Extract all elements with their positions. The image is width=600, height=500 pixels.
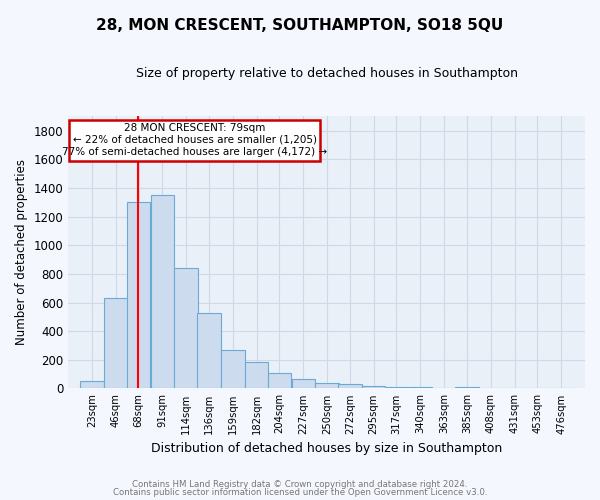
Bar — [385, 387, 408, 388]
Bar — [292, 379, 315, 388]
X-axis label: Distribution of detached houses by size in Southampton: Distribution of detached houses by size … — [151, 442, 502, 455]
Text: 77% of semi-detached houses are larger (4,172) →: 77% of semi-detached houses are larger (… — [62, 147, 328, 157]
Text: 28 MON CRESCENT: 79sqm: 28 MON CRESCENT: 79sqm — [124, 122, 266, 132]
Bar — [245, 362, 268, 388]
Bar — [80, 380, 104, 388]
Text: ← 22% of detached houses are smaller (1,205): ← 22% of detached houses are smaller (1,… — [73, 135, 317, 145]
Bar — [362, 386, 385, 388]
Bar — [455, 386, 479, 388]
Bar — [151, 195, 174, 388]
Text: 28, MON CRESCENT, SOUTHAMPTON, SO18 5QU: 28, MON CRESCENT, SOUTHAMPTON, SO18 5QU — [97, 18, 503, 32]
Bar — [221, 350, 245, 389]
Text: Contains public sector information licensed under the Open Government Licence v3: Contains public sector information licen… — [113, 488, 487, 497]
FancyBboxPatch shape — [70, 120, 320, 161]
Y-axis label: Number of detached properties: Number of detached properties — [15, 160, 28, 346]
Bar — [175, 268, 198, 388]
Bar — [268, 372, 291, 388]
Bar — [127, 202, 151, 388]
Title: Size of property relative to detached houses in Southampton: Size of property relative to detached ho… — [136, 68, 518, 80]
Bar — [338, 384, 362, 388]
Text: Contains HM Land Registry data © Crown copyright and database right 2024.: Contains HM Land Registry data © Crown c… — [132, 480, 468, 489]
Bar — [104, 298, 128, 388]
Bar — [316, 384, 339, 388]
Bar — [197, 312, 221, 388]
